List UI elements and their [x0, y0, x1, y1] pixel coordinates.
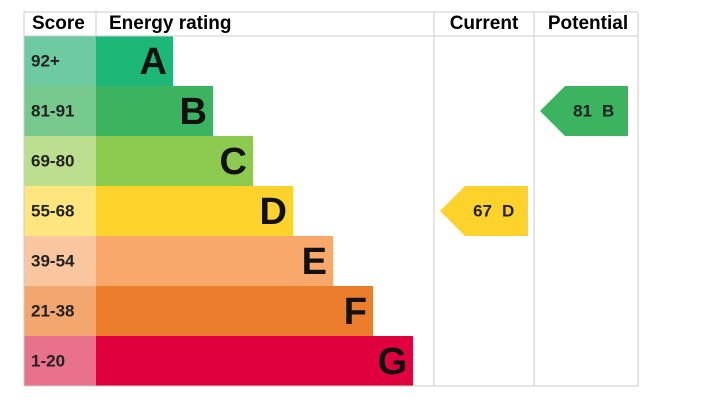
potential-letter: B: [602, 101, 614, 120]
rating-bar: [96, 286, 373, 336]
header-row: Score Energy rating Current Potential: [32, 13, 628, 34]
rating-bar: [96, 36, 173, 86]
score-cell: [24, 236, 96, 286]
rating-letter: F: [344, 291, 367, 333]
score-label: 55-68: [31, 201, 74, 220]
rating-letter: E: [302, 241, 327, 283]
rating-letter: B: [180, 91, 207, 133]
score-label: 81-91: [31, 101, 74, 120]
score-cell: [24, 36, 96, 86]
score-cell: [24, 136, 96, 186]
score-label: 69-80: [31, 151, 74, 170]
score-header: Score: [32, 13, 85, 34]
rating-bar: [96, 236, 333, 286]
rating-bar: [96, 136, 253, 186]
score-cell: [24, 336, 96, 386]
rating-bar: [96, 86, 213, 136]
rating-bar: [96, 186, 293, 236]
rating-letter: A: [140, 41, 167, 83]
rating-letter: D: [260, 191, 287, 233]
score-label: 39-54: [31, 251, 75, 270]
score-label: 1-20: [31, 351, 65, 370]
score-cell: [24, 186, 96, 236]
current-arrow: [440, 186, 528, 236]
current-value: 67: [473, 201, 492, 220]
current-header: Current: [450, 13, 519, 34]
potential-arrow: [540, 86, 628, 136]
current-letter: D: [502, 201, 514, 220]
rating-letter: G: [377, 341, 407, 383]
score-label: 92+: [31, 51, 60, 70]
potential-header: Potential: [548, 13, 628, 34]
rating-header: Energy rating: [109, 13, 231, 34]
score-cell: [24, 286, 96, 336]
score-label: 21-38: [31, 301, 74, 320]
rating-letter: C: [220, 141, 247, 183]
rating-bar: [96, 336, 413, 386]
score-cell: [24, 86, 96, 136]
potential-value: 81: [573, 101, 592, 120]
